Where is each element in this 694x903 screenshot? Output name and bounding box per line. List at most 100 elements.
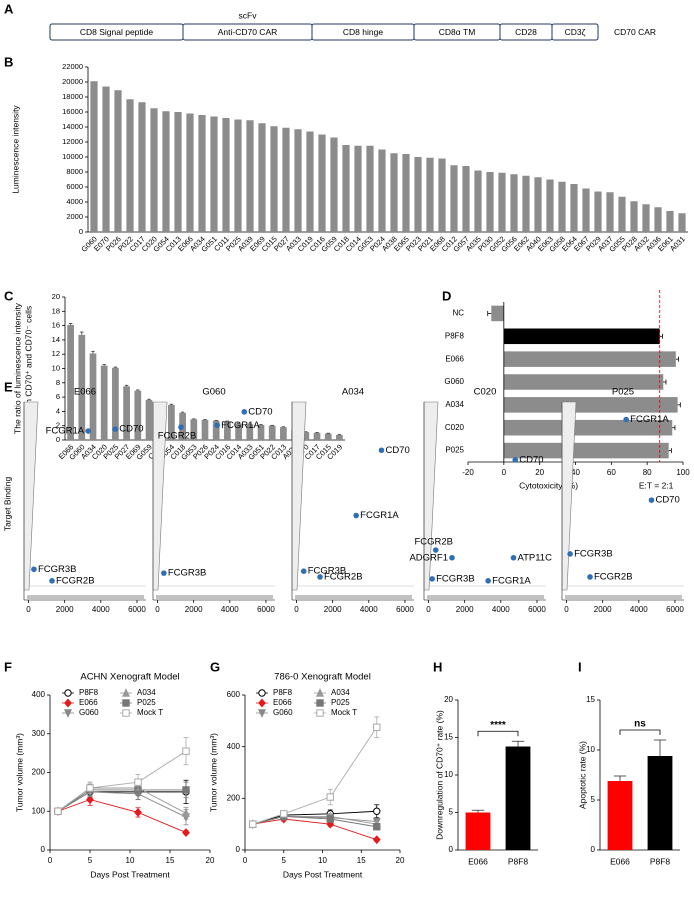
y-tick-label: 10000: [62, 152, 83, 161]
bar: [378, 149, 386, 232]
bar: [168, 404, 175, 440]
y-tick-label: 5: [591, 795, 596, 804]
marker: [182, 786, 190, 794]
x-tick-label: 4000: [360, 605, 378, 614]
bar: [89, 353, 97, 440]
legend-marker: [316, 688, 324, 697]
point: [512, 457, 519, 463]
x-tick-label: 0: [243, 856, 248, 865]
x-tick-label: 10: [318, 856, 327, 865]
x-tick-label: 0: [502, 468, 507, 477]
x-tick-label: 20: [206, 856, 215, 865]
legend-label: G060: [79, 708, 99, 717]
bar: [222, 118, 230, 232]
bar: [450, 165, 458, 232]
bar: [258, 123, 266, 232]
legend-marker: [258, 689, 266, 697]
bar: [294, 129, 302, 232]
bar: [474, 170, 482, 232]
bar: [336, 434, 343, 440]
panel-label: B: [4, 54, 13, 69]
zoom-wedge: [561, 401, 577, 591]
x-tick-label: P8F8: [650, 856, 671, 866]
point-label: FCGR2B: [158, 431, 197, 442]
legend-marker: [258, 698, 266, 708]
bar: [330, 137, 338, 232]
legend-label: P025: [137, 698, 156, 707]
series-line: [57, 799, 187, 833]
x-tick-label: 2000: [456, 605, 474, 614]
point: [178, 424, 184, 431]
point: [567, 551, 573, 557]
point-label: FCGR1A: [221, 420, 260, 431]
bar: [630, 201, 638, 232]
y-tick-label: 400: [32, 690, 46, 699]
bar: [522, 175, 530, 232]
bar: [607, 781, 633, 850]
bar: [102, 86, 110, 232]
y-tick-label: 12000: [62, 137, 83, 146]
chart-title: ACHN Xenograft Model: [80, 672, 179, 683]
y-tick-label: 20: [52, 292, 60, 301]
point-label: ADGRF1: [409, 552, 448, 563]
x-tick-label: 0: [426, 605, 431, 614]
y-tick-label: 4000: [66, 197, 83, 206]
x-tick-label: 0: [48, 856, 53, 865]
bar: [354, 145, 362, 232]
background-band: [427, 595, 544, 599]
point-label: FCGR2B: [56, 575, 95, 586]
subplot-title: G060: [202, 387, 225, 398]
y-tick-label: G060: [444, 377, 464, 386]
x-axis-label: Cytotoxicity (%): [519, 480, 578, 490]
x-tick-label: 15: [166, 856, 175, 865]
subplot-title: A034: [342, 387, 364, 398]
bar: [491, 305, 504, 322]
series-line: [57, 750, 187, 812]
marker: [249, 820, 257, 828]
legend-label: E066: [79, 698, 98, 707]
marker: [373, 823, 381, 831]
y-tick-label: 200: [32, 768, 46, 777]
domain-label: CD3ζ: [565, 27, 586, 37]
bar: [162, 111, 170, 232]
bar: [414, 157, 422, 232]
x-tick-label: 40: [571, 468, 580, 477]
y-axis-label: Luminescence intensity: [10, 105, 20, 194]
legend-marker: [316, 709, 324, 717]
x-tick-label: 6000: [128, 605, 146, 614]
point-label: FCGR1A: [492, 575, 531, 586]
legend-label: A034: [137, 688, 156, 697]
y-tick-label: P8F8: [445, 331, 465, 340]
x-tick-label: 4000: [492, 605, 510, 614]
y-tick-label: NC: [452, 309, 464, 318]
significance-bracket: [477, 730, 519, 737]
y-tick-label: 600: [227, 690, 241, 699]
point: [161, 570, 167, 576]
point: [648, 497, 655, 503]
subplot-title: E066: [74, 387, 96, 398]
legend-marker: [64, 689, 72, 697]
x-tick-label: 5: [88, 856, 93, 865]
bar: [618, 196, 626, 232]
background-band: [156, 595, 273, 599]
x-tick-label: 80: [643, 468, 652, 477]
x-tick-label: 10: [126, 856, 135, 865]
point: [300, 568, 307, 574]
point: [353, 512, 359, 519]
y-tick-label: P025: [445, 446, 464, 455]
point-label: CD70: [655, 495, 679, 506]
y-tick-label: 100: [32, 806, 46, 815]
y-axis-label: between CD70⁺ and CD70⁻ cells: [23, 306, 33, 431]
point-label: FCGR2B: [414, 537, 453, 548]
bar: [67, 324, 74, 440]
chart-title: 786-0 Xenograft Model: [274, 672, 371, 683]
y-axis-label: Downregulation of CD70⁺ rate (%): [434, 710, 444, 840]
x-tick-label: 6000: [396, 605, 414, 614]
marker: [134, 807, 142, 817]
bar: [235, 423, 242, 440]
point-label: FCGR1A: [360, 510, 399, 521]
bar: [486, 172, 494, 232]
legend-marker: [122, 688, 130, 697]
series-line: [57, 789, 186, 812]
point-label: CD70: [519, 454, 543, 465]
